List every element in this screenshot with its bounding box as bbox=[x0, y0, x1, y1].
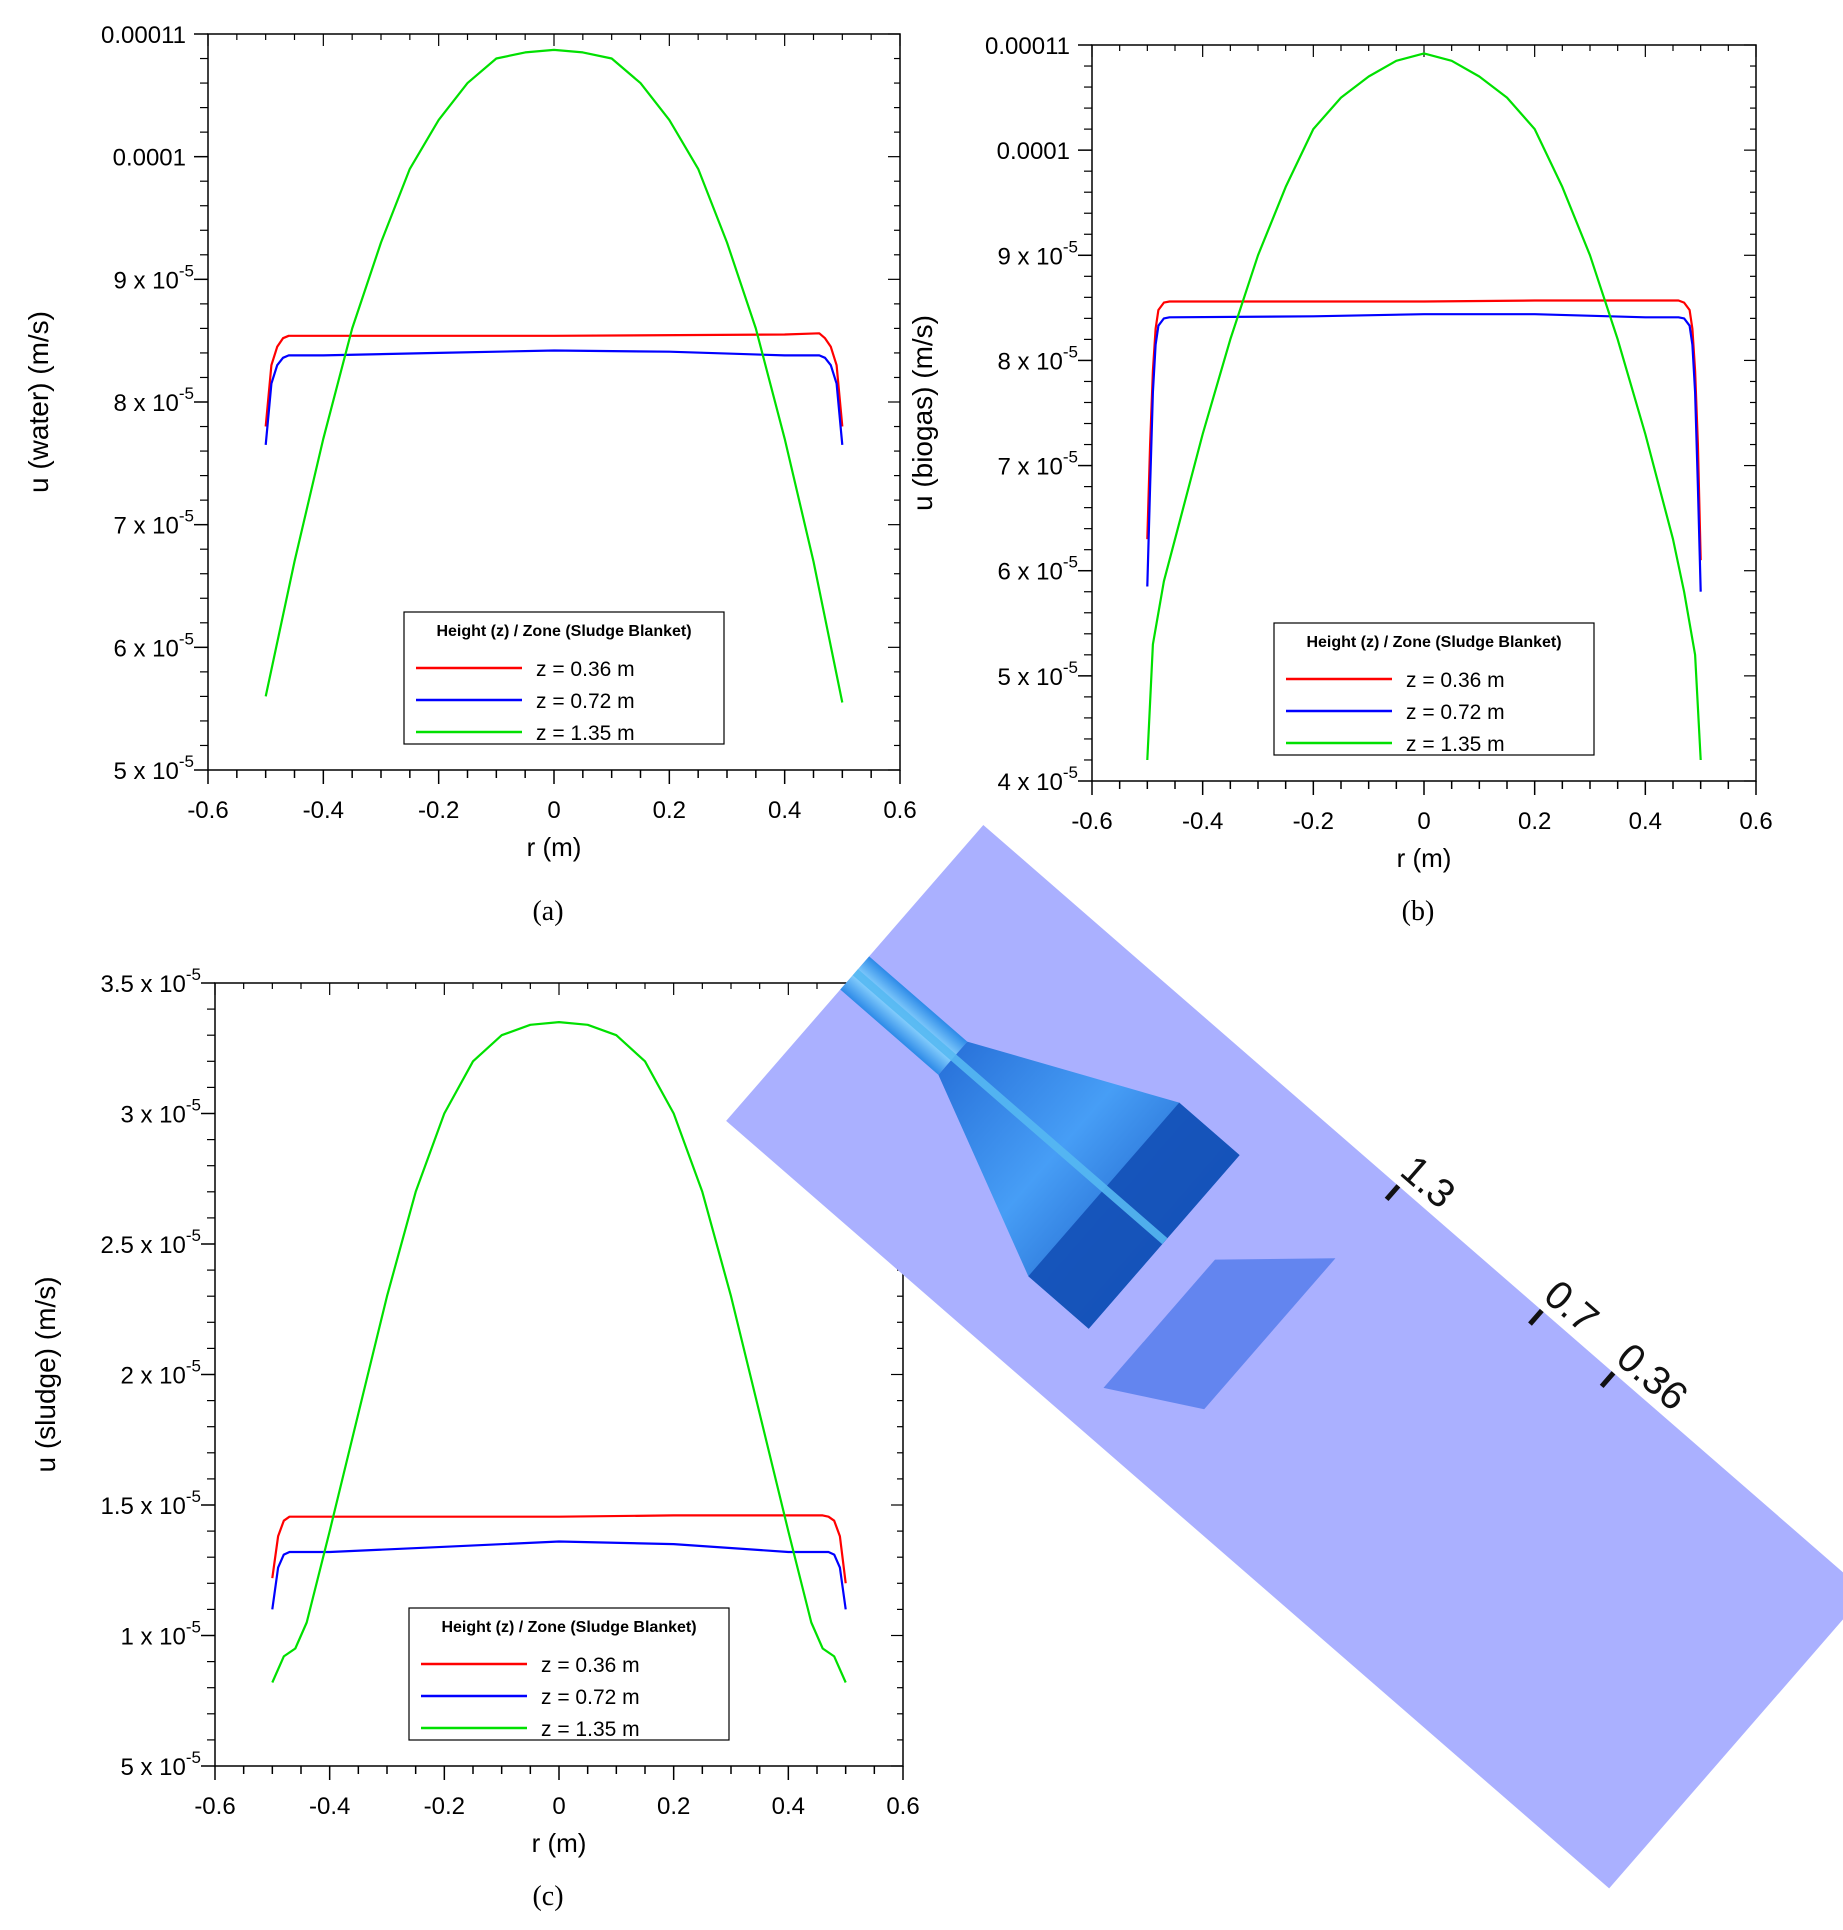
height-tick bbox=[1384, 1184, 1401, 1202]
legend-entry-3: z = 1.35 m bbox=[1406, 733, 1505, 756]
x-tick-label: -0.4 bbox=[309, 1793, 350, 1820]
gas-pipe-highlight bbox=[852, 969, 1168, 1245]
y-tick-label: 6 x 10-5 bbox=[113, 629, 194, 662]
y-axis-label: u (water) (m/s) bbox=[23, 311, 54, 493]
y-axis-label: u (biogas) (m/s) bbox=[907, 315, 938, 511]
legend-entry-1: z = 0.36 m bbox=[536, 658, 635, 681]
y-axis-label: u (sludge) (m/s) bbox=[30, 1276, 61, 1472]
legend-entry-1: z = 0.36 m bbox=[541, 1654, 640, 1677]
series-line-2 bbox=[264, 349, 844, 446]
x-tick-label: 0 bbox=[547, 797, 560, 824]
legend-box bbox=[1273, 622, 1595, 756]
legend: Height (z) / Zone (Sludge Blanket) z = 0.… bbox=[408, 1607, 730, 1741]
legend-entry-3: z = 1.35 m bbox=[541, 1718, 640, 1741]
panel-caption: (c) bbox=[532, 1881, 563, 1912]
chart-panels: -0.6 -0.4 -0.2 0 0.2 0.4 0.6 5 x 10-5 6 x 10-5 7 … bbox=[23, 22, 1773, 1912]
y-tick-label: 0.00011 bbox=[985, 33, 1070, 60]
y-tick-label: 8 x 10-5 bbox=[113, 384, 194, 417]
legend-entry-2: z = 0.72 m bbox=[536, 690, 635, 713]
height-tick bbox=[1528, 1308, 1544, 1326]
y-tick-label: 1.5 x 10-5 bbox=[100, 1487, 201, 1520]
panel-caption: (b) bbox=[1402, 896, 1435, 927]
series-line-2 bbox=[271, 1540, 847, 1610]
x-tick-label: 0.4 bbox=[768, 797, 801, 824]
x-axis-label: r (m) bbox=[1397, 843, 1452, 873]
x-tick-label: 0.4 bbox=[1629, 808, 1662, 835]
x-axis-label: r (m) bbox=[527, 832, 582, 862]
y-tick-label: 3.5 x 10-5 bbox=[100, 965, 201, 998]
chart-panel-2: -0.6 -0.4 -0.2 0 0.2 0.4 0.6 4 x 10-5 5 x 10-5 6 … bbox=[907, 33, 1773, 927]
x-tick-label: 0.6 bbox=[1739, 808, 1772, 835]
x-axis-label: r (m) bbox=[532, 1828, 587, 1858]
series-line-3 bbox=[1146, 52, 1702, 761]
x-tick-label: -0.6 bbox=[187, 797, 228, 824]
y-tick-label: 9 x 10-5 bbox=[113, 261, 194, 294]
y-tick-label: 0.0001 bbox=[113, 145, 186, 172]
x-tick-label: -0.4 bbox=[1182, 808, 1223, 835]
x-tick-label: 0 bbox=[1417, 808, 1430, 835]
legend-entry-2: z = 0.72 m bbox=[541, 1686, 640, 1709]
legend-title: Height (z) / Zone (Sludge Blanket) bbox=[436, 623, 691, 640]
y-tick-label: 0.0001 bbox=[997, 138, 1070, 165]
x-tick-label: -0.2 bbox=[418, 797, 459, 824]
x-tick-label: 0.6 bbox=[886, 1793, 919, 1820]
y-tick-label: 5 x 10-5 bbox=[997, 658, 1078, 691]
x-tick-label: -0.6 bbox=[1071, 808, 1112, 835]
series-line-1 bbox=[271, 1514, 847, 1584]
x-tick-label: 0.2 bbox=[657, 1793, 690, 1820]
height-tick bbox=[1599, 1371, 1616, 1389]
y-tick-label: 1 x 10-5 bbox=[120, 1618, 201, 1651]
panel-caption: (a) bbox=[532, 896, 563, 927]
y-tick-label: 4 x 10-5 bbox=[997, 763, 1078, 796]
x-tick-label: -0.2 bbox=[424, 1793, 465, 1820]
chart-panel-1: -0.6 -0.4 -0.2 0 0.2 0.4 0.6 5 x 10-5 6 x 10-5 7 … bbox=[23, 22, 917, 927]
y-tick-label: 2.5 x 10-5 bbox=[100, 1226, 201, 1259]
x-tick-label: -0.2 bbox=[1293, 808, 1334, 835]
y-tick-label: 5 x 10-5 bbox=[113, 752, 194, 785]
series-line-3 bbox=[271, 1020, 847, 1683]
legend-entry-2: z = 0.72 m bbox=[1406, 701, 1505, 724]
y-tick-label: 0.00011 bbox=[101, 22, 186, 49]
x-tick-label: 0.6 bbox=[883, 797, 916, 824]
series-line-3 bbox=[264, 48, 844, 703]
x-tick-label: 0 bbox=[552, 1793, 565, 1820]
legend: Height (z) / Zone (Sludge Blanket) z = 0.… bbox=[403, 611, 725, 745]
legend: Height (z) / Zone (Sludge Blanket) z = 0.… bbox=[1273, 622, 1595, 756]
series-line-2 bbox=[1146, 313, 1702, 592]
series-line-1 bbox=[1146, 299, 1702, 561]
deflector-baffle bbox=[1103, 1258, 1336, 1410]
x-tick-label: -0.4 bbox=[303, 797, 344, 824]
legend-entry-1: z = 0.36 m bbox=[1406, 669, 1505, 692]
y-tick-label: 9 x 10-5 bbox=[997, 237, 1078, 270]
legend-box bbox=[408, 1607, 730, 1741]
y-tick-label: 3 x 10-5 bbox=[120, 1096, 201, 1129]
legend-title: Height (z) / Zone (Sludge Blanket) bbox=[441, 1619, 696, 1636]
legend-box bbox=[403, 611, 725, 745]
x-tick-label: 0.4 bbox=[772, 1793, 805, 1820]
x-tick-label: 0.2 bbox=[653, 797, 686, 824]
y-tick-label: 7 x 10-5 bbox=[997, 448, 1078, 481]
x-tick-label: -0.6 bbox=[194, 1793, 235, 1820]
y-tick-label: 5 x 10-5 bbox=[120, 1748, 201, 1781]
y-tick-label: 7 x 10-5 bbox=[113, 507, 194, 540]
reactor-diagram: 1.3 0.7 0.36 bbox=[726, 825, 1843, 1889]
legend-entry-3: z = 1.35 m bbox=[536, 722, 635, 745]
y-tick-label: 2 x 10-5 bbox=[120, 1357, 201, 1390]
y-tick-label: 8 x 10-5 bbox=[997, 342, 1078, 375]
series-line-1 bbox=[264, 332, 844, 427]
legend-title: Height (z) / Zone (Sludge Blanket) bbox=[1306, 634, 1561, 651]
y-tick-label: 6 x 10-5 bbox=[997, 553, 1078, 586]
x-tick-label: 0.2 bbox=[1518, 808, 1551, 835]
